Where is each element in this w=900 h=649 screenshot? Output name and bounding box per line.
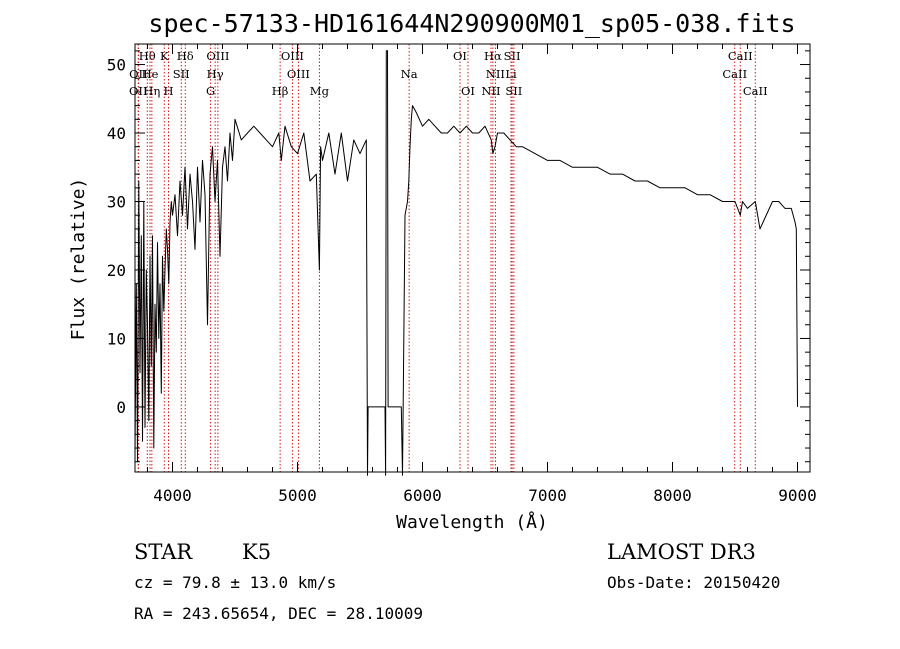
x-tick-label: 9000 (778, 486, 817, 505)
spectral-line-label: Hθ (139, 49, 156, 63)
spectral-line-label: K (160, 49, 169, 63)
spectral-line-label: Hη (143, 84, 160, 98)
spectrum-series (134, 50, 798, 476)
spectral-line-label: CaII (743, 84, 768, 98)
y-tick-label: 50 (107, 56, 126, 75)
spectral-line-label: SII (505, 84, 522, 98)
spectral-line-label: He (142, 67, 159, 81)
spectral-line-label: CaII (722, 67, 747, 81)
spectral-line-label: OIII (287, 67, 310, 81)
spectral-line-label: Hα (484, 49, 502, 63)
spectral-line-label: OII (129, 67, 148, 81)
x-tick-label: 5000 (278, 486, 317, 505)
y-tick-label: 40 (107, 124, 126, 143)
spectral-line-label: OIII (206, 49, 229, 63)
y-axis-label: Flux (relative) (68, 178, 89, 341)
y-tick-label: 30 (107, 193, 126, 212)
subclass: K5 (242, 540, 271, 564)
x-axis-label: Wavelength (Å) (396, 511, 548, 533)
spectral-line-label: OI (461, 84, 475, 98)
survey-name: LAMOST DR3 (607, 540, 756, 564)
x-tick-label: 7000 (528, 486, 567, 505)
obs-date: Obs-Date: 20150420 (607, 573, 780, 592)
x-tick-label: 4000 (153, 486, 192, 505)
redshift-info: cz = 79.8 ± 13.0 km/s (134, 573, 336, 592)
x-tick-label: 6000 (403, 486, 442, 505)
spectral-line-label: H (163, 84, 173, 98)
spectral-line-label: OII (129, 84, 148, 98)
spectral-line-label: Na (401, 67, 418, 81)
spectral-line-label: NII (481, 84, 500, 98)
spectral-line-label: SII (504, 49, 521, 63)
coordinates: RA = 243.65654, DEC = 28.10009 (134, 604, 423, 623)
spectral-line-label: G (206, 84, 215, 98)
spectral-line-label: Hγ (207, 67, 224, 81)
y-tick-label: 20 (107, 261, 126, 280)
y-tick-label: 0 (116, 398, 126, 417)
x-tick-label: 8000 (653, 486, 692, 505)
spectral-line-label: OIII (281, 49, 304, 63)
spectral-line-label: NII (486, 67, 505, 81)
spectral-line-label: OI (453, 49, 467, 63)
plot-frame (134, 43, 811, 473)
object-type: STAR (134, 540, 193, 564)
spectral-line-label: CaII (728, 49, 753, 63)
spectral-line-label: Hδ (177, 49, 194, 63)
spectral-line-label: Li (505, 67, 517, 81)
y-tick-label: 10 (107, 329, 126, 348)
spectral-line-label: Hβ (272, 84, 289, 98)
spectral-line-label: Mg (310, 84, 330, 98)
spectral-line-label: SII (173, 67, 190, 81)
chart-title: spec-57133-HD161644N290900M01_sp05-038.f… (148, 9, 795, 38)
